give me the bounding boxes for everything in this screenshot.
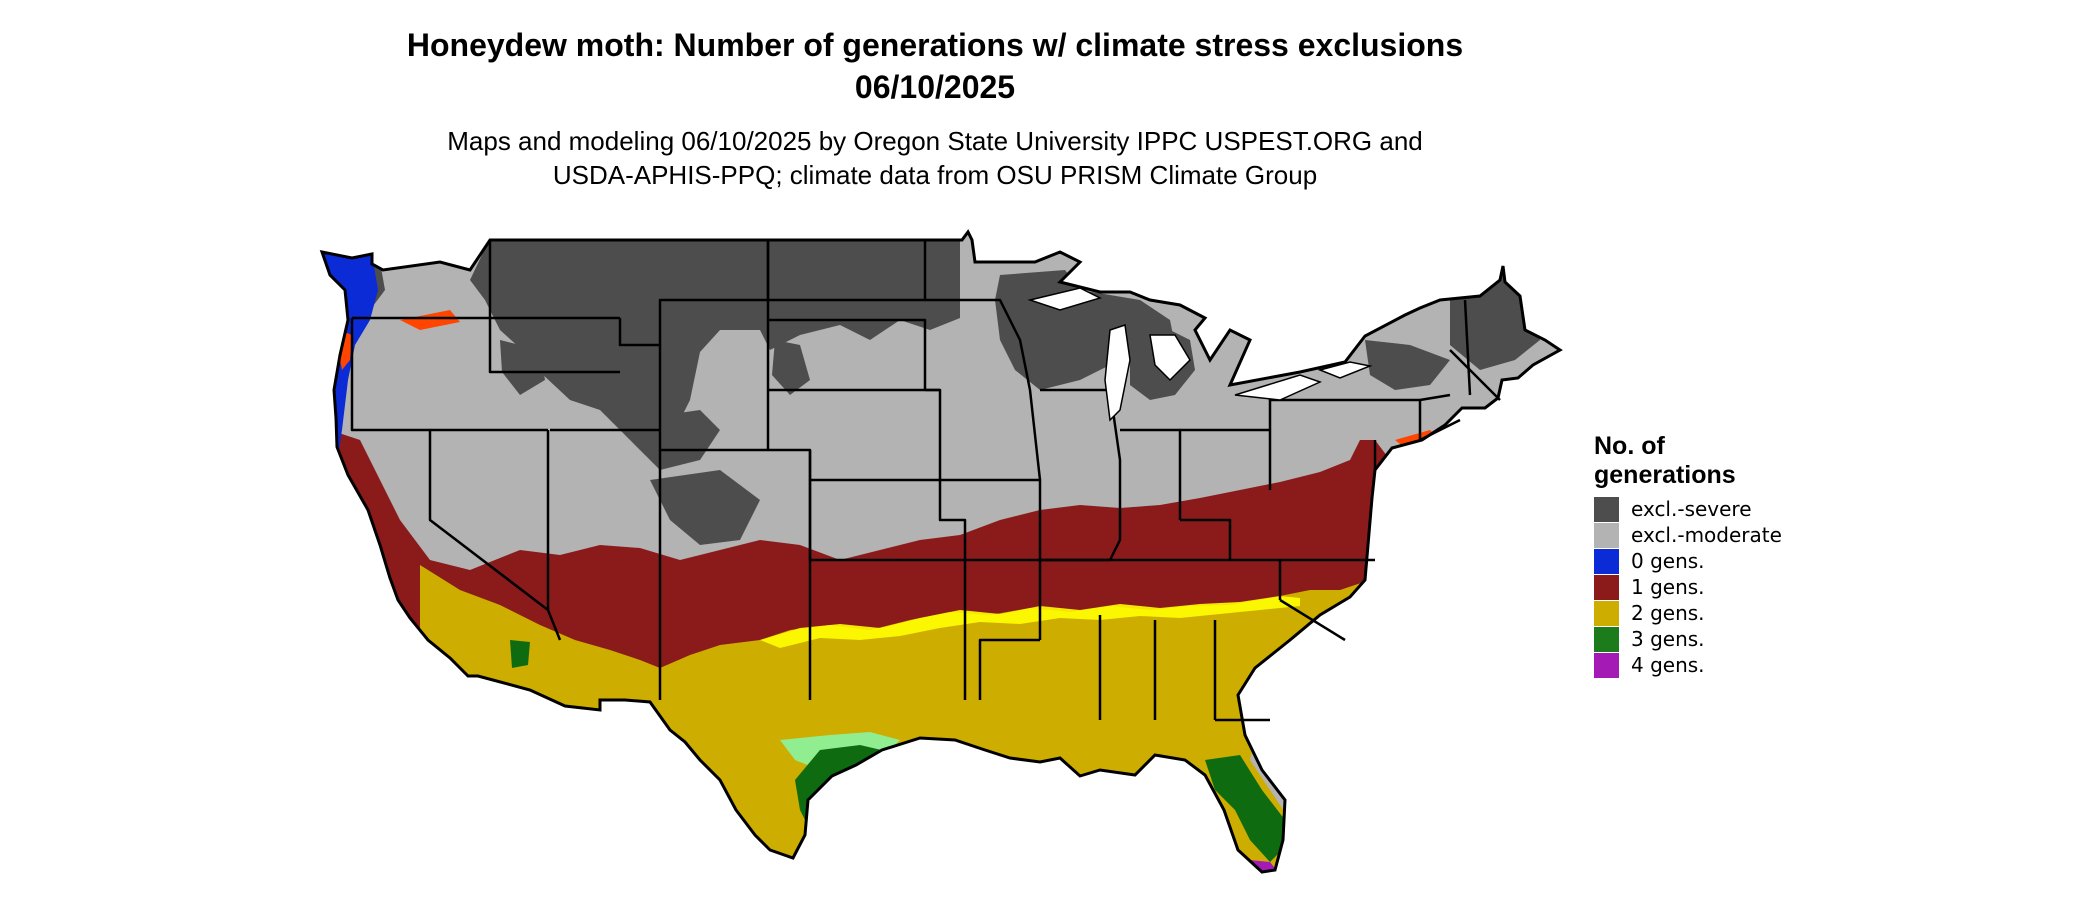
legend-swatch: [1594, 652, 1619, 678]
map-subtitle-line1: Maps and modeling 06/10/2025 by Oregon S…: [447, 126, 1423, 156]
map-title-line1: Honeydew moth: Number of generations w/ …: [406, 27, 1464, 63]
state-boundaries: [350, 240, 1501, 722]
legend-item-excl-moderate: excl.-moderate: [1594, 522, 1894, 548]
legend-items: excl.-severe excl.-moderate 0 gens. 1 ge…: [1594, 496, 1894, 678]
legend: No. of generations excl.-severe excl.-mo…: [1594, 432, 1894, 678]
legend-item-4-gens: 4 gens.: [1594, 652, 1894, 678]
hot-fringe-zone: [760, 596, 1300, 648]
map-subtitle-line2: USDA-APHIS-PPQ; climate data from OSU PR…: [552, 160, 1318, 190]
legend-label: excl.-moderate: [1631, 523, 1782, 547]
map-title-date: 06/10/2025: [854, 69, 1016, 105]
legend-item-2-gens: 2 gens.: [1594, 600, 1894, 626]
legend-item-3-gens: 3 gens.: [1594, 626, 1894, 652]
legend-label: 0 gens.: [1631, 549, 1705, 573]
legend-label: 2 gens.: [1631, 601, 1705, 625]
legend-item-0-gens: 0 gens.: [1594, 548, 1894, 574]
map-title: Honeydew moth: Number of generations w/ …: [0, 24, 1870, 108]
legend-title-line1: No. of: [1594, 432, 1665, 460]
legend-item-1-gens: 1 gens.: [1594, 574, 1894, 600]
legend-swatch: [1594, 522, 1619, 548]
legend-swatch: [1594, 626, 1619, 652]
legend-label: 3 gens.: [1631, 627, 1705, 651]
us-generations-map: [320, 230, 1562, 874]
legend-swatch: [1594, 548, 1619, 574]
legend-swatch: [1594, 600, 1619, 626]
legend-label: 1 gens.: [1631, 575, 1705, 599]
legend-swatch: [1594, 574, 1619, 600]
legend-title: No. of generations: [1594, 432, 1894, 490]
legend-item-excl-severe: excl.-severe: [1594, 496, 1894, 522]
map-subtitle: Maps and modeling 06/10/2025 by Oregon S…: [0, 124, 1870, 192]
great-lakes: [1027, 287, 1373, 422]
legend-label: 4 gens.: [1631, 653, 1705, 677]
legend-title-line2: generations: [1594, 461, 1736, 489]
legend-label: excl.-severe: [1631, 497, 1752, 521]
legend-swatch: [1594, 496, 1619, 522]
